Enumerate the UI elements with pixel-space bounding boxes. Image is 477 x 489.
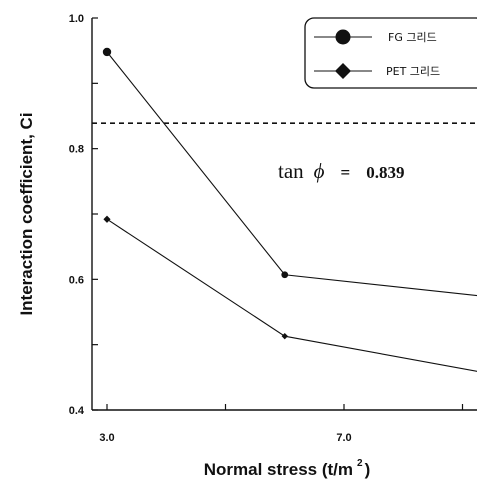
tick-labels: 0.4 0.6 0.8 1.0 3.0 7.0 <box>69 13 352 444</box>
point-fg <box>102 47 112 57</box>
series-markers <box>102 47 289 340</box>
annotation-prefix: tan <box>278 159 304 183</box>
annotation-equals: = <box>341 163 351 182</box>
x-axis-title-main: Normal stress (t/m <box>204 460 353 479</box>
annotation-value: 0.839 <box>366 163 404 182</box>
legend-label-pet: PET 그리드 <box>386 65 440 78</box>
point-pet <box>281 332 288 340</box>
y-tick-label: 1.0 <box>69 13 84 25</box>
x-tick-label: 3.0 <box>99 432 114 444</box>
legend-marker-circle <box>335 29 351 45</box>
legend-label-fg: FG 그리드 <box>388 31 437 44</box>
legend: FG 그리드 PET 그리드 <box>304 17 477 89</box>
y-tick-label: 0.6 <box>69 274 84 286</box>
series-line-pet <box>106 218 477 372</box>
y-tick-label: 0.8 <box>69 144 84 156</box>
ticks <box>92 17 464 411</box>
annotation-symbol: ϕ <box>314 159 325 183</box>
point-fg <box>281 271 289 279</box>
series-lines <box>106 51 477 372</box>
y-tick-label: 0.4 <box>69 405 85 417</box>
legend-marker-diamond <box>335 63 351 79</box>
x-axis-title: Normal stress (t/m 2) <box>204 458 371 479</box>
point-pet <box>103 215 111 223</box>
x-tick-label: 7.0 <box>336 432 351 444</box>
x-axis-title-superscript: 2 <box>357 458 363 469</box>
tan-phi-annotation: tan ϕ = 0.839 <box>278 159 404 183</box>
y-axis-title: Interaction coefficient, Ci <box>17 112 36 315</box>
x-axis-title-end: ) <box>365 460 371 479</box>
